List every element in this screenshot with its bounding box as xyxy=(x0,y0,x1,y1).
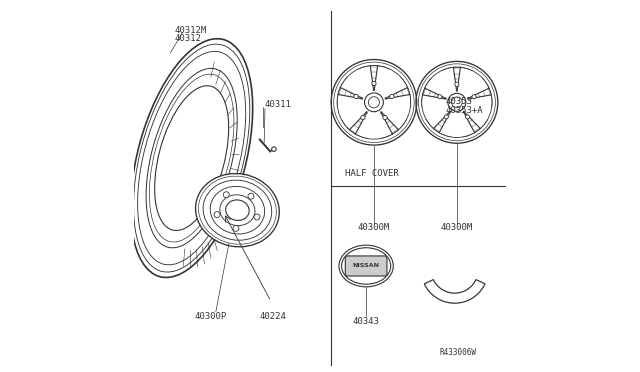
Text: 40224: 40224 xyxy=(259,312,286,321)
Ellipse shape xyxy=(339,245,394,287)
Text: 40300M: 40300M xyxy=(358,223,390,232)
Text: 40300M: 40300M xyxy=(441,223,473,232)
Text: 40312: 40312 xyxy=(174,34,201,43)
Circle shape xyxy=(472,95,476,99)
Circle shape xyxy=(254,214,260,220)
Ellipse shape xyxy=(226,200,249,221)
Circle shape xyxy=(361,115,365,120)
Text: 40300P: 40300P xyxy=(194,312,227,321)
Text: 40353: 40353 xyxy=(445,97,472,106)
Circle shape xyxy=(369,97,380,108)
Text: R433006W: R433006W xyxy=(440,348,477,357)
Text: 40311: 40311 xyxy=(264,100,291,109)
Circle shape xyxy=(233,225,239,231)
Circle shape xyxy=(444,115,449,119)
Ellipse shape xyxy=(196,174,279,247)
Circle shape xyxy=(438,95,442,99)
Text: 40343: 40343 xyxy=(353,317,380,326)
Circle shape xyxy=(390,94,394,99)
Circle shape xyxy=(383,115,387,120)
Circle shape xyxy=(223,192,229,198)
FancyBboxPatch shape xyxy=(346,256,387,276)
Text: 40353+A: 40353+A xyxy=(445,106,483,115)
Circle shape xyxy=(452,97,462,108)
Circle shape xyxy=(248,193,254,199)
Circle shape xyxy=(354,94,358,99)
Polygon shape xyxy=(424,280,485,303)
Ellipse shape xyxy=(155,86,228,231)
Circle shape xyxy=(372,81,376,86)
Circle shape xyxy=(271,147,276,151)
Circle shape xyxy=(455,82,459,86)
Circle shape xyxy=(214,212,220,218)
Text: NISSAN: NISSAN xyxy=(353,263,380,269)
Text: 40312M: 40312M xyxy=(174,26,207,35)
Circle shape xyxy=(465,115,470,119)
FancyBboxPatch shape xyxy=(219,211,228,218)
Text: HALF COVER: HALF COVER xyxy=(346,169,399,178)
